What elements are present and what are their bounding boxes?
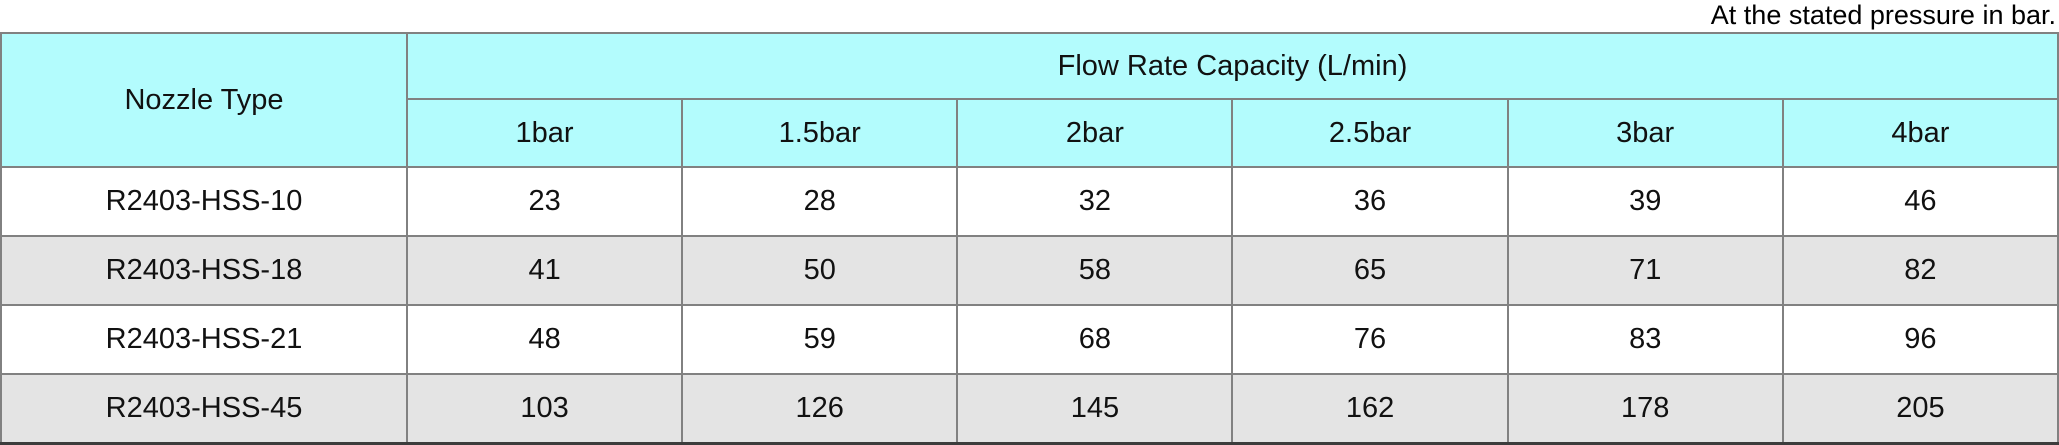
table-header-row-pressures: 1bar 1.5bar 2bar 2.5bar 3bar 4bar (1, 98, 2059, 168)
flow-value-cell: 46 (1781, 166, 2059, 237)
flow-value-cell: 162 (1231, 373, 1509, 444)
table-row: R2403-HSS-18 41 50 58 65 71 82 (0, 235, 2059, 306)
flow-value-cell: 41 (405, 235, 684, 306)
flow-value-cell: 28 (681, 166, 959, 237)
flow-value-cell: 126 (681, 373, 959, 444)
flow-value-cell: 145 (956, 373, 1234, 444)
nozzle-type-header: Nozzle Type (0, 32, 408, 168)
nozzle-type-cell: R2403-HSS-18 (0, 235, 408, 306)
flow-value-cell: 71 (1506, 235, 1784, 306)
flow-value-cell: 68 (956, 304, 1234, 375)
pressure-header-4bar: 4bar (1781, 98, 2059, 168)
flow-value-cell: 178 (1506, 373, 1784, 444)
pressure-header-1-5bar: 1.5bar (681, 98, 959, 168)
flow-rate-table: Nozzle Type Flow Rate Capacity (L/min) 1… (0, 32, 2059, 445)
flow-value-cell: 96 (1781, 304, 2059, 375)
nozzle-type-cell: R2403-HSS-10 (0, 166, 408, 237)
table-row: R2403-HSS-45 103 126 145 162 178 205 (0, 373, 2059, 444)
flow-value-cell: 23 (405, 166, 684, 237)
flow-value-cell: 76 (1231, 304, 1509, 375)
pressure-note: At the stated pressure in bar. (1710, 0, 2056, 30)
flow-value-cell: 82 (1781, 235, 2059, 306)
flow-value-cell: 48 (405, 304, 684, 375)
pressure-header-1bar: 1bar (405, 98, 684, 168)
flow-value-cell: 83 (1506, 304, 1784, 375)
flow-value-cell: 50 (681, 235, 959, 306)
table-header-row-top: Nozzle Type Flow Rate Capacity (L/min) (0, 32, 2059, 168)
flow-value-cell: 39 (1506, 166, 1784, 237)
pressure-header-2bar: 2bar (956, 98, 1234, 168)
flow-value-cell: 58 (956, 235, 1234, 306)
flow-value-cell: 103 (405, 373, 684, 444)
flow-value-cell: 36 (1231, 166, 1509, 237)
pressure-header-2-5bar: 2.5bar (1231, 98, 1509, 168)
nozzle-type-cell: R2403-HSS-21 (0, 304, 408, 375)
flow-value-cell: 59 (681, 304, 959, 375)
table-row: R2403-HSS-21 48 59 68 76 83 96 (0, 304, 2059, 375)
flow-value-cell: 32 (956, 166, 1234, 237)
flow-rate-capacity-header: Flow Rate Capacity (L/min) (406, 32, 2059, 100)
flow-value-cell: 65 (1231, 235, 1509, 306)
table-row: R2403-HSS-10 23 28 32 36 39 46 (0, 166, 2059, 237)
flow-value-cell: 205 (1781, 373, 2059, 444)
pressure-header-3bar: 3bar (1506, 98, 1784, 168)
nozzle-type-cell: R2403-HSS-45 (0, 373, 408, 444)
